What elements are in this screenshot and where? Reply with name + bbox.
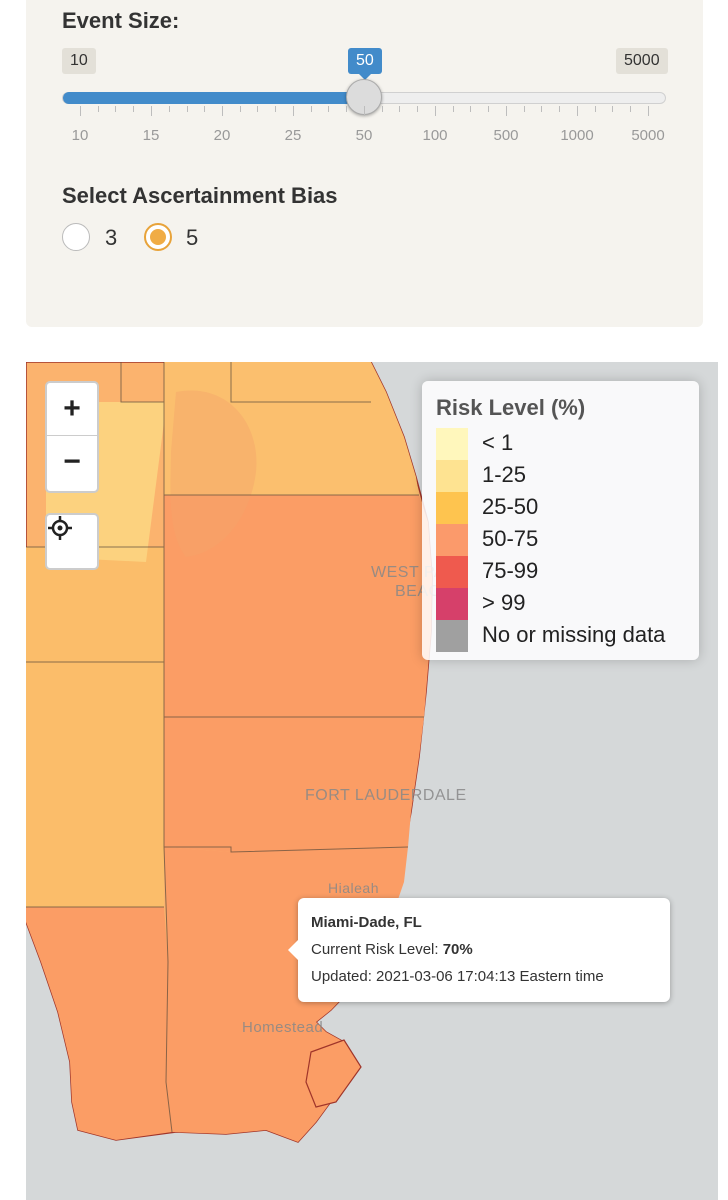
zoom-control: + − (45, 381, 99, 493)
tick-label: 20 (213, 127, 231, 144)
risk-legend: Risk Level (%) < 1 1-25 25-50 50-75 75-9… (422, 381, 699, 660)
legend-label: 50-75 (482, 526, 539, 551)
map-label-hialeah: Hialeah (328, 880, 379, 896)
crosshair-locate-icon (48, 516, 72, 540)
risk-map[interactable]: + − WEST PALM BEACH FORT LAUDERDALE Hial… (26, 362, 718, 1200)
legend-swatch (436, 428, 468, 460)
popup-risk-line: Current Risk Level: 70% (311, 941, 473, 958)
map-label-homestead: Homestead (242, 1019, 324, 1036)
legend-swatch (436, 460, 468, 492)
slider-min-badge: 10 (62, 48, 96, 74)
locate-control (45, 513, 99, 570)
event-size-label: Event Size: (62, 8, 180, 33)
legend-label: No or missing data (482, 622, 666, 647)
legend-label: < 1 (482, 430, 514, 455)
tick-label: 500 (493, 127, 519, 144)
legend-swatch (436, 588, 468, 620)
zoom-in-button[interactable]: + (63, 392, 81, 425)
popup-risk-label: Current Risk Level: (311, 941, 439, 958)
tick-label: 5000 (631, 127, 665, 144)
popup-risk-value: 70% (442, 941, 473, 958)
bias-radio-5-label: 5 (186, 225, 199, 250)
tick-label: 10 (71, 127, 89, 144)
ascertainment-bias-label: Select Ascertainment Bias (62, 183, 338, 208)
bias-radio-3-label: 3 (105, 225, 118, 250)
legend-label: > 99 (482, 590, 526, 615)
legend-label: 25-50 (482, 494, 539, 519)
tick-label: 100 (422, 127, 448, 144)
legend-swatch (436, 492, 468, 524)
legend-swatch (436, 556, 468, 588)
slider-fill (63, 92, 365, 104)
popup-updated: Updated: 2021-03-06 17:04:13 Eastern tim… (311, 968, 604, 985)
tick-label: 25 (284, 127, 302, 144)
popup-county: Miami-Dade, FL (311, 914, 422, 931)
bias-radio-5[interactable] (144, 223, 172, 251)
legend-title: Risk Level (%) (436, 395, 586, 420)
county-popup: Miami-Dade, FL Current Risk Level: 70% U… (288, 898, 670, 1002)
tick-label: 50 (355, 127, 373, 144)
tick-label: 15 (142, 127, 160, 144)
tick-label: 1000 (560, 127, 594, 144)
legend-label: 1-25 (482, 462, 527, 487)
bias-radio-3[interactable] (62, 223, 90, 251)
legend-swatch (436, 524, 468, 556)
locate-button[interactable] (47, 515, 97, 567)
legend-label: 75-99 (482, 558, 539, 583)
legend-swatch (436, 620, 468, 652)
slider-max-badge: 5000 (616, 48, 668, 74)
zoom-out-button[interactable]: − (63, 445, 81, 478)
map-label-fort-lauderdale: FORT LAUDERDALE (305, 787, 467, 804)
slider-current-badge: 50 (348, 48, 382, 80)
